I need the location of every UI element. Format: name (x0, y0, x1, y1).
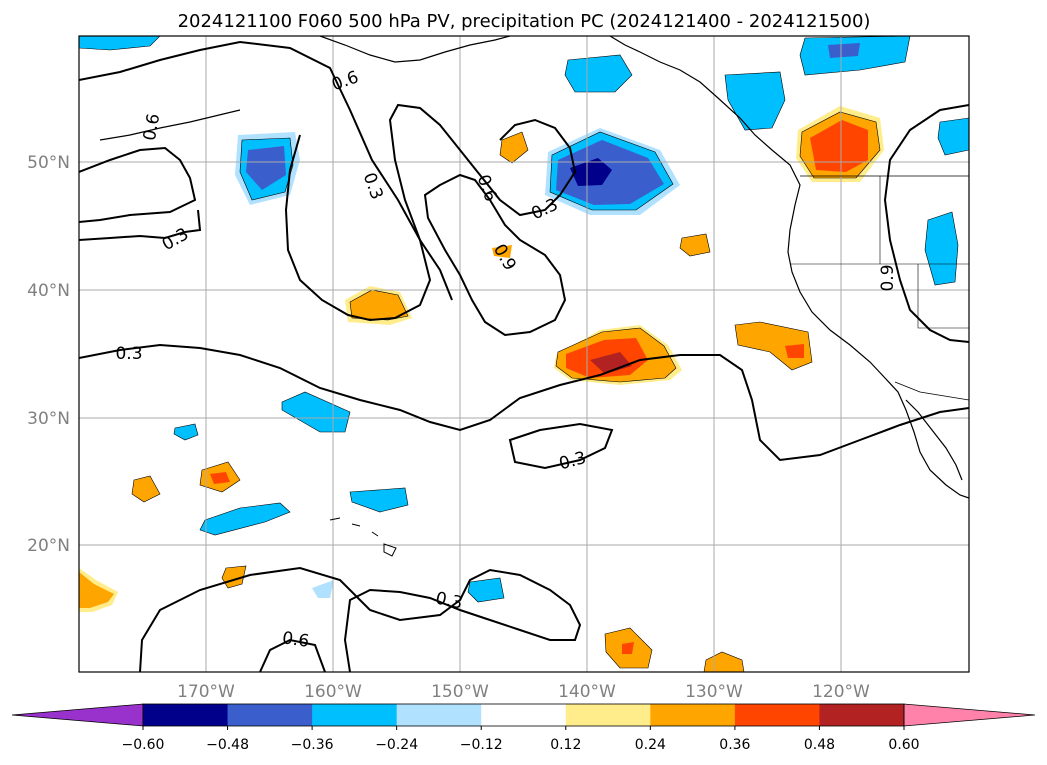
colorbar-extend-max (903, 703, 1036, 727)
pv-contour (883, 104, 969, 343)
contour-label: 0.9 (878, 264, 898, 291)
colorbar: −0.60 −0.48 −0.36 −0.24 −0.12 0.12 0.24 0.36 0.4… (11, 703, 1036, 753)
colorbar-extend-min (11, 703, 144, 727)
colorbar-tick-label: −0.24 (375, 737, 418, 753)
orange-field (622, 642, 634, 654)
pv-contour (79, 146, 197, 223)
colorbar-frame (142, 703, 905, 727)
lon-label: 150°W (431, 682, 489, 702)
map-panel: 0.6 0.6 0.3 0.6 0.3 0.9 0.9 0.3 0.3 0.3 … (27, 35, 970, 702)
longitude-labels: 170°W 160°W 150°W 140°W 130°W 120°W (177, 682, 870, 702)
colorbar-segment (396, 704, 482, 726)
orange-field (131, 475, 161, 503)
chart-title: 2024121100 F060 500 hPa PV, precipitatio… (178, 11, 871, 32)
blue-field (570, 158, 612, 186)
orange-field (810, 120, 868, 172)
contour-label: 0.6 (140, 112, 164, 142)
colorbar-tick-label: −0.36 (291, 737, 334, 753)
lat-label: 20°N (27, 536, 70, 556)
blue-field (828, 43, 860, 58)
map-frame (78, 35, 970, 673)
blue-field (312, 580, 334, 598)
blue-field (924, 211, 959, 286)
blue-field (349, 487, 409, 513)
contour-label: 0.3 (115, 344, 142, 364)
coastlines (99, 36, 969, 557)
colorbar-segment (650, 704, 736, 726)
lon-label: 120°W (812, 682, 870, 702)
lat-label: 30°N (27, 409, 70, 429)
colorbar-tick-label: −0.12 (460, 737, 503, 753)
colorbar-segment (143, 704, 229, 726)
pv-contour (284, 103, 577, 322)
orange-field (590, 352, 632, 374)
blue-field (724, 71, 786, 131)
pv-contour (79, 343, 969, 462)
lat-label: 50°N (27, 153, 70, 173)
blue-field (79, 36, 161, 51)
blue-field (564, 54, 633, 93)
colorbar-ticks: −0.60 −0.48 −0.36 −0.24 −0.12 0.12 0.24 0.36 0.4… (122, 726, 920, 753)
orange-field (79, 572, 114, 608)
lon-label: 140°W (558, 682, 616, 702)
latitude-labels: 50°N 40°N 30°N 20°N (27, 153, 70, 556)
orange-field (785, 344, 804, 358)
colorbar-tick-label: 0.36 (719, 737, 750, 753)
pv-contour (423, 173, 567, 337)
north-america-coastline (609, 36, 969, 499)
hawaii-islands (329, 517, 397, 557)
aleutians (99, 109, 241, 141)
colorbar-segment (227, 704, 313, 726)
colorbar-segments (11, 703, 1036, 727)
lon-label: 130°W (685, 682, 743, 702)
lat-label: 40°N (27, 281, 70, 301)
blue-field (246, 146, 286, 190)
pv-contours (79, 40, 969, 672)
blue-field (173, 423, 199, 441)
colorbar-segment (312, 704, 398, 726)
lon-label: 170°W (177, 682, 235, 702)
colorbar-tick-label: 0.48 (804, 737, 835, 753)
colorbar-tick-label: 0.60 (888, 737, 919, 753)
blue-field (937, 117, 969, 156)
colorbar-tick-label: −0.60 (122, 737, 165, 753)
blue-field (467, 577, 505, 603)
colorbar-tick-label: −0.48 (206, 737, 249, 753)
pv-contour (79, 209, 202, 241)
orange-field (492, 245, 512, 258)
lon-label: 160°W (304, 682, 362, 702)
contour-label: 0.6 (281, 628, 311, 652)
colorbar-segment (481, 704, 567, 726)
colorbar-tick-label: 0.24 (635, 737, 666, 753)
gulf-of-california (905, 399, 963, 481)
colorbar-segment (819, 704, 905, 726)
us-mexico-border (894, 381, 969, 401)
alaska-coast (319, 36, 511, 63)
colorbar-tick-label: 0.12 (550, 737, 581, 753)
blue-field (199, 502, 291, 536)
orange-field (210, 472, 230, 484)
pv-contour (508, 422, 614, 470)
orange-field (679, 233, 711, 257)
pv-contour (259, 638, 326, 672)
pv-contour (139, 566, 582, 672)
colorbar-segment (734, 704, 820, 726)
state-border (917, 264, 969, 329)
colorbar-segment (565, 704, 651, 726)
negative-anomaly-fields (79, 36, 969, 603)
orange-field (499, 131, 529, 164)
